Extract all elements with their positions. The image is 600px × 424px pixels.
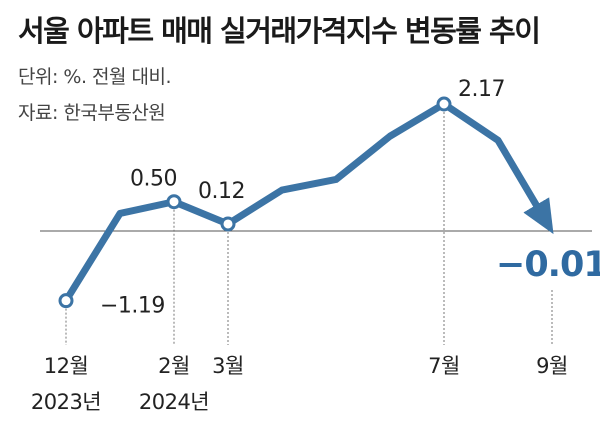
x-tick-month: 9월: [536, 354, 568, 378]
data-label: 2.17: [458, 77, 505, 102]
data-label: 0.12: [198, 179, 245, 204]
series-line: [62, 100, 554, 305]
data-label: −1.19: [100, 294, 165, 319]
x-tick-month: 12월: [44, 354, 89, 378]
data-point-marker: [166, 194, 182, 210]
data-point-marker: [436, 96, 452, 112]
final-value-label: −0.01: [496, 245, 600, 285]
source-note: 자료: 한국부동산원: [18, 102, 166, 124]
x-tick-month: 3월: [212, 354, 244, 378]
x-tick-month: 7월: [428, 354, 460, 378]
data-label: 0.50: [130, 167, 177, 192]
x-tick-month: 2월: [158, 354, 190, 378]
data-point-marker: [220, 216, 236, 232]
x-tick-year: 2023년: [31, 390, 101, 414]
x-tick-year: 2024년: [139, 390, 209, 414]
unit-note: 단위: %. 전월 대비.: [18, 66, 172, 88]
data-point-marker: [58, 293, 74, 309]
chart-title: 서울 아파트 매매 실거래가격지수 변동률 추이: [18, 14, 541, 48]
